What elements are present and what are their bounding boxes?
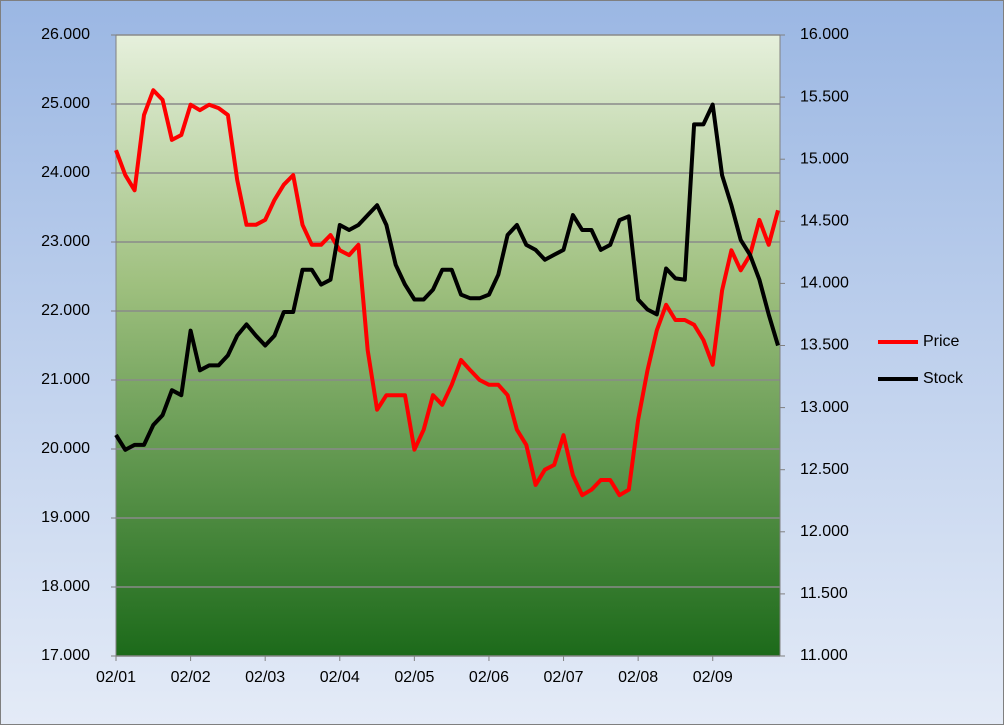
plot-area <box>116 35 780 656</box>
legend-label: Price <box>923 333 960 350</box>
x-tick-label: 02/07 <box>544 669 584 686</box>
x-tick-label: 02/09 <box>693 669 733 686</box>
y2-tick-label: 12.500 <box>800 461 849 478</box>
y-tick-label: 17.000 <box>41 647 90 664</box>
y2-tick-label: 13.500 <box>800 337 849 354</box>
y2-tick-label: 16.000 <box>800 26 849 43</box>
y2-tick-label: 15.000 <box>800 150 849 167</box>
line-series <box>114 102 780 452</box>
y2-tick-label: 11.500 <box>800 585 848 602</box>
y-tick-label: 20.000 <box>41 440 90 457</box>
y2-tick-label: 14.000 <box>800 275 849 292</box>
y-tick-label: 21.000 <box>41 371 90 388</box>
y-tick-label: 22.000 <box>41 302 90 319</box>
y-tick-label: 25.000 <box>41 95 90 112</box>
x-tick-label: 02/08 <box>618 669 658 686</box>
x-tick-label: 02/06 <box>469 669 509 686</box>
y2-tick-label: 15.500 <box>800 88 849 105</box>
y2-tick-label: 12.000 <box>800 523 849 540</box>
x-tick-label: 02/02 <box>171 669 211 686</box>
y-tick-label: 24.000 <box>41 164 90 181</box>
y-tick-label: 18.000 <box>41 578 90 595</box>
x-tick-label: 02/05 <box>394 669 434 686</box>
y-tick-label: 23.000 <box>41 233 90 250</box>
x-tick-label: 02/04 <box>320 669 360 686</box>
x-tick-label: 02/03 <box>245 669 285 686</box>
y-tick-label: 26.000 <box>41 26 90 43</box>
y2-tick-label: 13.000 <box>800 399 849 416</box>
y2-tick-label: 11.000 <box>800 647 848 664</box>
x-tick-label: 02/01 <box>96 669 136 686</box>
line-series <box>114 88 780 498</box>
y-tick-label: 19.000 <box>41 509 90 526</box>
legend-label: Stock <box>923 370 964 387</box>
y2-tick-label: 14.500 <box>800 213 849 230</box>
